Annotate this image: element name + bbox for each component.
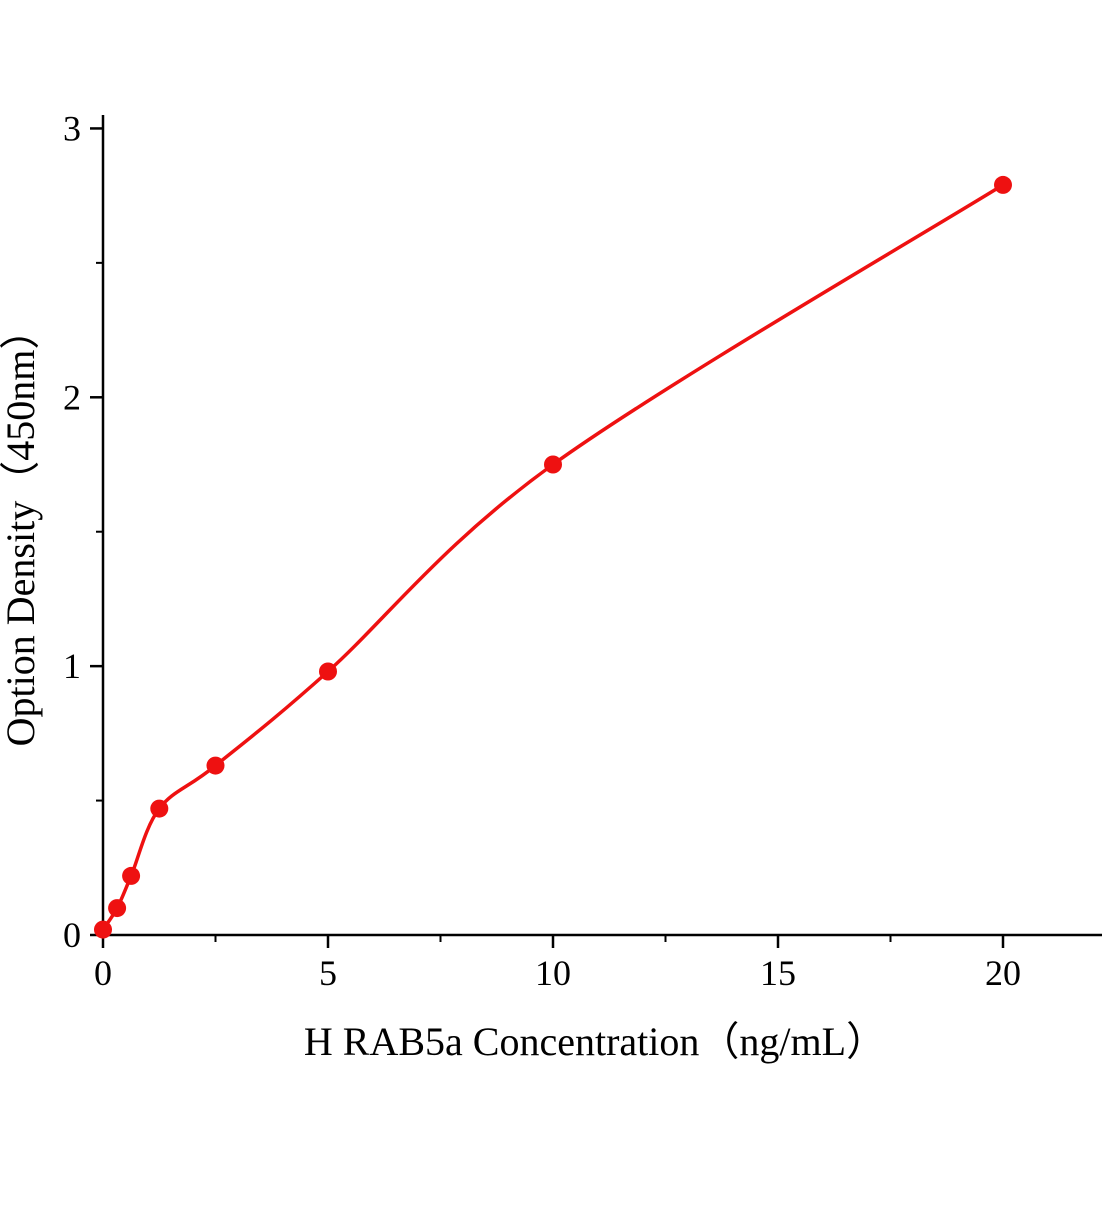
- x-tick-label: 5: [319, 953, 337, 993]
- x-tick-label: 0: [94, 953, 112, 993]
- fit-curve: [101, 183, 1005, 932]
- x-tick-label: 10: [535, 953, 571, 993]
- x-axis-label: H RAB5a Concentration（ng/mL）: [304, 1019, 886, 1064]
- data-point: [122, 866, 141, 885]
- data-point: [544, 455, 562, 474]
- y-tick-label: 2: [63, 377, 81, 417]
- data-point: [150, 799, 169, 818]
- y-tick-label: 1: [63, 646, 81, 686]
- x-tick-label: 20: [985, 953, 1021, 993]
- plot-area: 0 5 10 15 20 0 1 2 3: [63, 108, 1102, 993]
- y-tick-label: 0: [63, 915, 81, 955]
- data-point: [994, 175, 1012, 194]
- data-point: [319, 662, 337, 681]
- data-point: [206, 756, 225, 775]
- y-axis-label: Option Density（450nm）: [0, 310, 43, 747]
- y-tick-label: 3: [63, 108, 81, 148]
- x-tick-label: 15: [760, 953, 796, 993]
- data-point: [94, 920, 112, 939]
- data-point: [108, 899, 127, 918]
